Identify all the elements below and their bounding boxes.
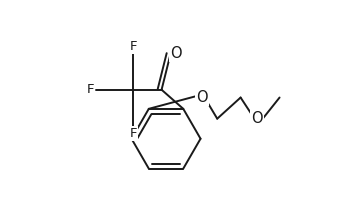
- Text: O: O: [252, 111, 263, 126]
- Text: F: F: [130, 40, 137, 53]
- Text: F: F: [130, 127, 137, 140]
- Text: F: F: [87, 83, 94, 96]
- Text: O: O: [196, 90, 208, 105]
- Text: O: O: [170, 45, 182, 60]
